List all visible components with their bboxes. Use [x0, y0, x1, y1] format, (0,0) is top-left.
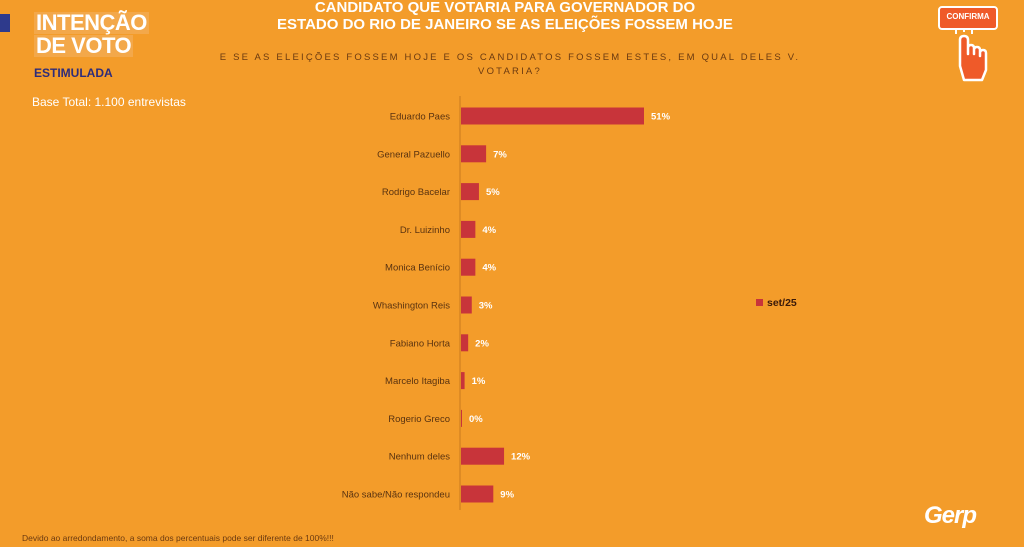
category-label: Fabiano Horta: [390, 338, 451, 349]
data-label: 3%: [479, 301, 493, 312]
data-label: 51%: [651, 112, 671, 123]
bar: [461, 296, 472, 314]
bar: [461, 485, 494, 503]
bar: [461, 220, 476, 238]
data-label: 9%: [500, 490, 514, 501]
bar: [461, 447, 505, 465]
bar: [461, 334, 469, 352]
data-label: 1%: [472, 376, 486, 387]
data-label: 7%: [493, 149, 507, 160]
category-label: Monica Benício: [385, 263, 450, 274]
bar: [461, 183, 479, 201]
confirma-button-shape: CONFIRMA: [938, 6, 998, 30]
category-label: Nenhum deles: [389, 452, 451, 463]
category-label: Dr. Luizinho: [400, 225, 450, 236]
gerp-logo: Gerp: [924, 502, 977, 529]
badge-subtitle: ESTIMULADA: [34, 66, 113, 80]
category-label: Marcelo Itagiba: [385, 376, 451, 387]
confirma-label: CONFIRMA: [946, 12, 990, 21]
badge-title-line2: DE VOTO: [34, 33, 134, 58]
data-label: 4%: [482, 263, 496, 274]
sample-base-text: Base Total: 1.100 entrevistas: [32, 95, 186, 109]
data-label: 12%: [511, 452, 531, 463]
badge-flag: [0, 14, 10, 32]
category-label: Rodrigo Bacelar: [382, 187, 450, 198]
bar: [461, 258, 476, 276]
bar: [461, 107, 644, 125]
category-label: Eduardo Paes: [390, 112, 450, 123]
data-label: 4%: [482, 225, 496, 236]
bar: [461, 372, 465, 390]
bar: [461, 409, 462, 427]
category-label: Rogerio Greco: [388, 414, 450, 425]
chart-title: CANDIDATO QUE VOTARIA PARA GOVERNADOR DO…: [277, 0, 733, 33]
data-label: 0%: [469, 414, 483, 425]
data-label: 2%: [475, 338, 489, 349]
legend-label: set/25: [767, 297, 797, 309]
category-label: Não sabe/Não respondeu: [342, 490, 450, 501]
confirma-icon: CONFIRMA: [938, 6, 998, 82]
hand-pointer-icon: [955, 28, 988, 82]
category-label: Whashington Reis: [373, 301, 450, 312]
legend-swatch: [756, 299, 763, 306]
footnote: Devido ao arredondamento, a soma dos per…: [22, 533, 334, 543]
category-label: General Pazuello: [377, 149, 450, 160]
survey-question: E SE AS ELEIÇÕES FOSSEM HOJE E OS CANDID…: [219, 52, 801, 77]
data-label: 5%: [486, 187, 500, 198]
badge-title-line1: INTENÇÃO: [34, 10, 149, 35]
bar: [461, 145, 487, 163]
